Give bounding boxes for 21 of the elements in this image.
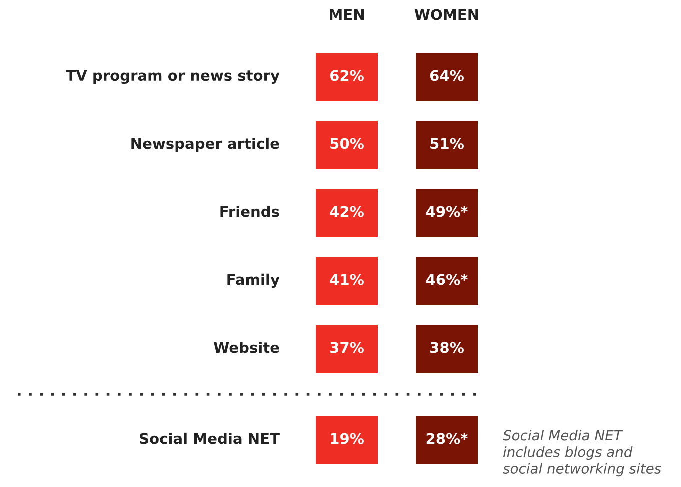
data-label: 38% [430,342,464,354]
text: Social Media NET includes blogs and social networking sites [503,430,662,477]
category-label: Friends [220,206,280,218]
category-label: Website [214,342,280,354]
category-label: Newspaper article [132,138,280,152]
text: MEN [330,9,364,20]
data-label: 42% [330,206,364,218]
data-label: 50% [330,138,364,150]
data-label: 41% [330,274,364,286]
data-label: 19% [331,433,364,444]
category-label: Social Media NET [140,432,280,444]
data-label: 46%* [426,274,468,286]
category-label: Family [228,274,280,288]
data-label: 37% [330,342,364,354]
data-label: 64% [430,70,464,82]
data-label: 28%* [426,433,468,444]
data-label: 62% [330,70,364,82]
category-label: TV program or news story [66,70,280,84]
data-label: 51% [430,138,464,150]
text: WOMEN [414,9,478,20]
data-label: 49%* [426,206,468,218]
